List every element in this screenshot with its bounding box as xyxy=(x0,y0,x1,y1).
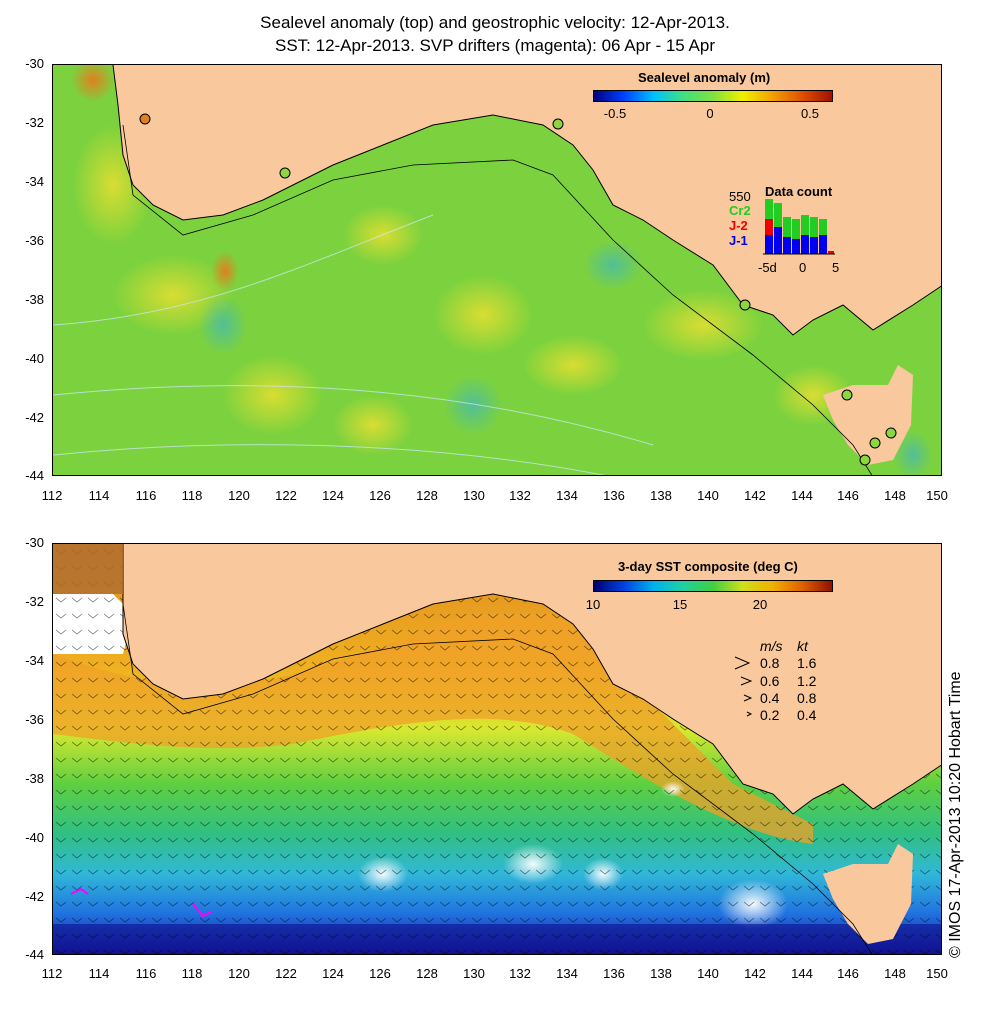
top-x-tick: 150 xyxy=(926,488,948,503)
top-x-tick: 116 xyxy=(135,488,157,503)
sst-colorbar-label: 15 xyxy=(672,597,688,612)
top-y-tick: -38 xyxy=(25,292,44,307)
data-count-series-cr2: Cr2 xyxy=(729,203,751,218)
bottom-y-tick: -42 xyxy=(25,889,44,904)
top-x-tick: 118 xyxy=(181,488,203,503)
speed-header-kt: kt xyxy=(797,638,808,654)
top-x-tick: 124 xyxy=(322,488,344,503)
bottom-x-tick: 116 xyxy=(135,966,157,981)
top-x-tick: 140 xyxy=(697,488,719,503)
top-x-tick: 126 xyxy=(369,488,391,503)
top-x-tick: 128 xyxy=(416,488,438,503)
top-x-tick: 114 xyxy=(88,488,110,503)
top-y-tick: -40 xyxy=(25,351,44,366)
bottom-x-tick: 114 xyxy=(88,966,110,981)
bottom-x-tick: 136 xyxy=(603,966,625,981)
bottom-y-tick: -44 xyxy=(25,947,44,962)
bottom-y-tick: -38 xyxy=(25,771,44,786)
data-count-series-j1: J-1 xyxy=(729,233,748,248)
data-count-xlabel: -5d xyxy=(758,260,777,275)
speed-row-ms: 0.6 xyxy=(760,673,780,689)
bottom-y-tick: -32 xyxy=(25,594,44,609)
bottom-x-tick: 142 xyxy=(744,966,766,981)
top-x-tick: 132 xyxy=(509,488,531,503)
speed-arrows xyxy=(734,656,753,717)
top-y-tick: -34 xyxy=(25,174,44,189)
bottom-x-tick: 138 xyxy=(650,966,672,981)
bottom-x-tick: 112 xyxy=(41,966,63,981)
bottom-y-tick: -34 xyxy=(25,653,44,668)
bottom-x-tick: 130 xyxy=(463,966,485,981)
sealevel-map xyxy=(52,64,942,476)
data-count-series-j2: J-2 xyxy=(729,218,748,233)
bottom-y-tick: -40 xyxy=(25,830,44,845)
top-x-tick: 146 xyxy=(837,488,859,503)
data-count-xlabel: 5 xyxy=(832,260,840,275)
data-count-xlabel: 0 xyxy=(799,260,807,275)
map-title-line1: Sealevel anomaly (top) and geostrophic v… xyxy=(260,13,730,32)
data-count-bars xyxy=(763,199,835,255)
sla-colorbar-title: Sealevel anomaly (m) xyxy=(638,70,771,85)
bottom-x-tick: 146 xyxy=(837,966,859,981)
bottom-x-tick: 128 xyxy=(416,966,438,981)
bottom-x-tick: 144 xyxy=(791,966,813,981)
top-x-tick: 130 xyxy=(463,488,485,503)
bottom-x-tick: 124 xyxy=(322,966,344,981)
bottom-x-tick: 140 xyxy=(697,966,719,981)
bottom-x-tick: 132 xyxy=(509,966,531,981)
bottom-x-tick: 150 xyxy=(926,966,948,981)
top-x-tick: 142 xyxy=(744,488,766,503)
top-x-tick: 120 xyxy=(228,488,250,503)
sla-colorbar-label: 0 xyxy=(706,106,714,121)
bottom-x-tick: 148 xyxy=(884,966,906,981)
sst-colorbar xyxy=(593,580,833,592)
speed-row-kt: 0.4 xyxy=(797,707,817,723)
top-x-tick: 136 xyxy=(603,488,625,503)
top-x-tick: 134 xyxy=(556,488,578,503)
speed-row-kt: 1.6 xyxy=(797,655,817,671)
data-count-title: Data count xyxy=(765,184,833,199)
bottom-x-tick: 126 xyxy=(369,966,391,981)
top-x-tick: 138 xyxy=(650,488,672,503)
bottom-y-tick: -30 xyxy=(25,535,44,550)
sst-map xyxy=(52,543,942,955)
top-x-tick: 122 xyxy=(275,488,297,503)
top-y-tick: -32 xyxy=(25,115,44,130)
speed-row-kt: 1.2 xyxy=(797,673,817,689)
speed-row-ms: 0.4 xyxy=(760,690,780,706)
bottom-x-tick: 122 xyxy=(275,966,297,981)
speed-row-kt: 0.8 xyxy=(797,690,817,706)
top-y-tick: -44 xyxy=(25,468,44,483)
sst-colorbar-title: 3-day SST composite (deg C) xyxy=(618,559,798,574)
map-title-line2: SST: 12-Apr-2013. SVP drifters (magenta)… xyxy=(274,36,716,55)
sla-colorbar xyxy=(593,90,833,102)
speed-header-ms: m/s xyxy=(760,638,783,654)
sla-colorbar-label: 0.5 xyxy=(800,106,820,121)
top-x-tick: 148 xyxy=(884,488,906,503)
top-y-tick: -36 xyxy=(25,233,44,248)
speed-row-ms: 0.8 xyxy=(760,655,780,671)
bottom-x-tick: 118 xyxy=(181,966,203,981)
speed-row-ms: 0.2 xyxy=(760,707,780,723)
bottom-y-tick: -36 xyxy=(25,712,44,727)
data-count-max: 550 xyxy=(729,189,751,204)
imos-credit: © IMOS 17-Apr-2013 10:20 Hobart Time xyxy=(947,671,964,958)
bottom-x-tick: 120 xyxy=(228,966,250,981)
sst-colorbar-label: 20 xyxy=(752,597,768,612)
top-x-tick: 112 xyxy=(41,488,63,503)
top-y-tick: -42 xyxy=(25,410,44,425)
sla-colorbar-label: -0.5 xyxy=(603,106,627,121)
sst-colorbar-label: 10 xyxy=(585,597,601,612)
bottom-x-tick: 134 xyxy=(556,966,578,981)
top-x-tick: 144 xyxy=(791,488,813,503)
top-y-tick: -30 xyxy=(25,56,44,71)
